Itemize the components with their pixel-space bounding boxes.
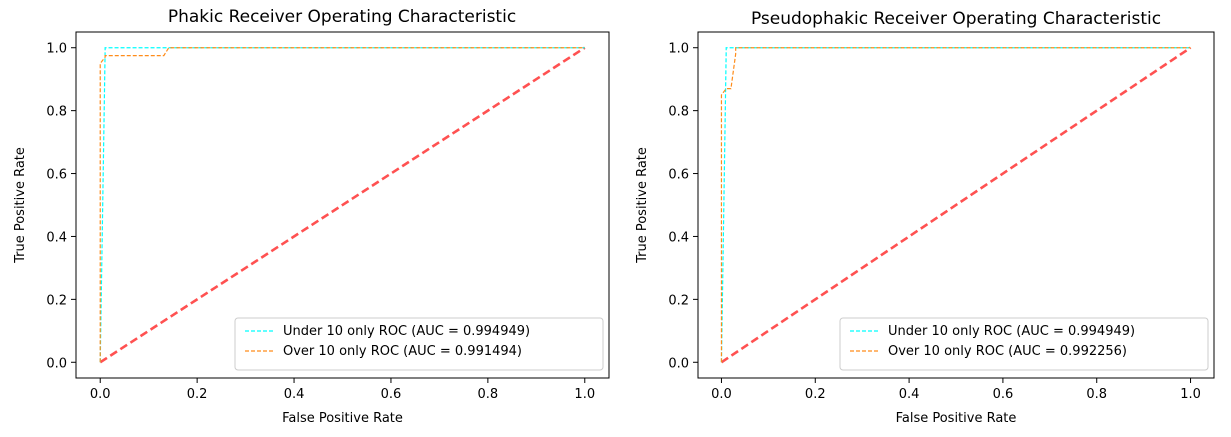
y-tick-label: 1.0 [46,42,67,57]
legend-label: Over 10 only ROC (AUC = 0.991494) [283,344,522,359]
y-tick-label: 0.4 [46,230,67,245]
x-tick-label: 0.6 [993,387,1014,402]
y-tick-label: 0.8 [668,105,689,120]
legend-label: Over 10 only ROC (AUC = 0.992256) [888,344,1127,359]
phakic-roc-chart: Phakic Receiver Operating Characteristic… [13,7,610,426]
x-tick-label: 0.0 [711,387,732,402]
y-tick-label: 0.6 [668,168,689,183]
y-tick-label: 0.4 [668,230,689,245]
x-tick-label: 0.2 [805,387,826,402]
under-10-roc-line [99,47,585,363]
y-tick-label: 0.8 [46,105,67,120]
plot-frame [75,31,610,379]
x-tick-label: 1.0 [1180,387,1201,402]
y-tick-label: 0.0 [46,356,67,371]
x-tick-label: 1.0 [574,387,595,402]
y-tick-label: 1.0 [668,42,689,57]
x-axis-label: False Positive Rate [282,411,403,426]
y-tick-label: 0.0 [668,356,689,371]
y-axis-label: True Positive Rate [13,147,28,264]
legend-box [234,317,604,371]
chance-diagonal-line [99,46,586,364]
y-axis-label: True Positive Rate [635,147,650,264]
x-tick-label: 0.4 [284,387,305,402]
x-tick-label: 0.8 [478,387,499,402]
y-tick-label: 0.6 [46,168,67,183]
legend-label: Under 10 only ROC (AUC = 0.994949) [888,324,1135,339]
y-tick-label: 0.2 [46,293,67,308]
x-axis-label: False Positive Rate [896,411,1017,426]
x-tick-label: 0.0 [90,387,111,402]
pseudophakic-roc-chart: Pseudophakic Receiver Operating Characte… [635,9,1215,426]
chance-diagonal-line [720,46,1192,364]
x-tick-label: 0.4 [899,387,920,402]
plot-frame [697,31,1215,379]
x-tick-label: 0.6 [381,387,402,402]
chart-title: Pseudophakic Receiver Operating Characte… [751,9,1161,29]
x-tick-label: 0.2 [187,387,208,402]
chart-title: Phakic Receiver Operating Characteristic [168,7,516,27]
under-10-roc-line [720,47,1191,363]
legend-box [839,317,1209,371]
over-10-roc-line [720,47,1191,363]
over-10-roc-line [99,47,585,363]
y-tick-label: 0.2 [668,293,689,308]
legend-label: Under 10 only ROC (AUC = 0.994949) [283,324,530,339]
x-tick-label: 0.8 [1086,387,1107,402]
